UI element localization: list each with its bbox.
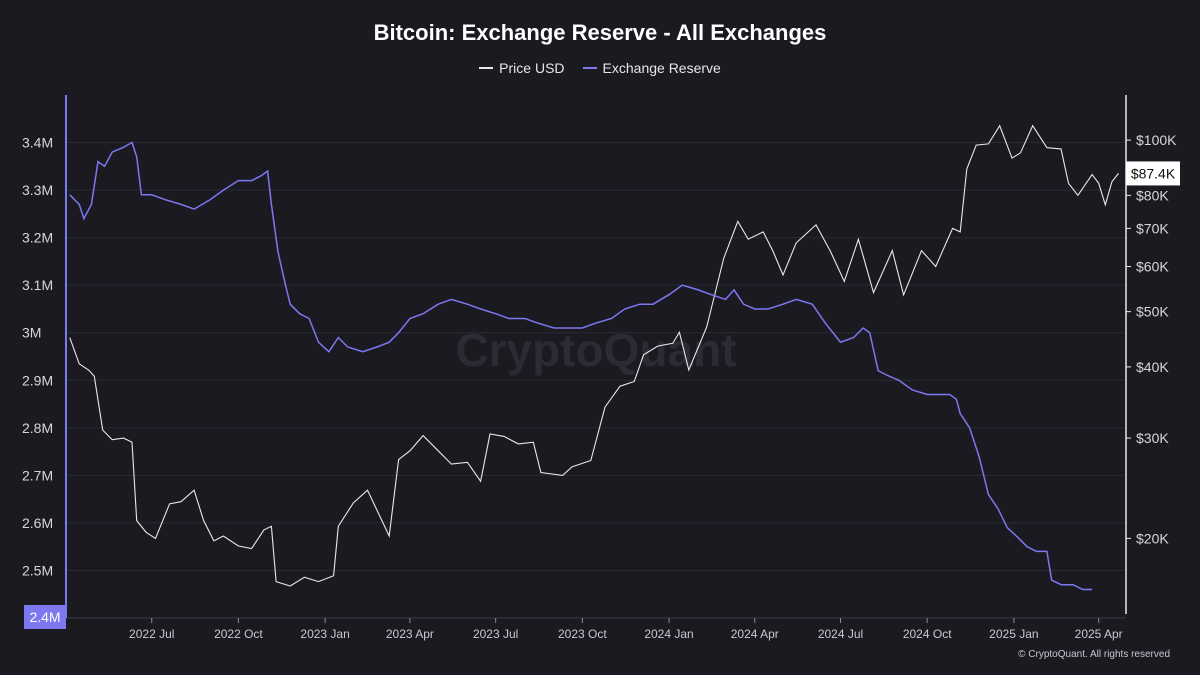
price-current-label: $87.4K — [1131, 165, 1176, 181]
price-current-badge — [1126, 161, 1180, 186]
y-right-tick-label: $20K — [1136, 530, 1169, 546]
y-left-tick-label: 2.5M — [22, 562, 53, 578]
reserve-current-label: 2.4M — [29, 609, 60, 625]
y-right-tick-label: $30K — [1136, 430, 1169, 446]
x-tick-label: 2025 Apr — [1075, 627, 1123, 641]
y-axis-left-labels: 3.4M 3.3M 3.2M 3.1M 3M 2.9M 2.8M 2.7M 2.6M 2.5M — [22, 135, 53, 579]
y-left-tick-label: 2.9M — [22, 372, 53, 388]
x-tick-label: 2025 Jan — [989, 627, 1038, 641]
x-axis-labels: 2022 Jul 2022 Oct 2023 Jan 2023 Apr 2023 Jul… — [129, 627, 1123, 641]
x-tick-label: 2023 Oct — [558, 627, 607, 641]
y-left-tick-label: 3M — [22, 325, 41, 341]
y-right-tick-label: $40K — [1136, 359, 1169, 375]
x-tick-label: 2023 Jul — [473, 627, 518, 641]
current-value-markers: 2.4M $87.4K — [24, 161, 1180, 629]
watermark: CryptoQuant — [455, 324, 736, 376]
legend-swatch-price — [479, 67, 494, 69]
legend-label-reserve: Exchange Reserve — [602, 60, 721, 76]
y-right-tick-label: $70K — [1136, 220, 1169, 236]
y-left-tick-label: 3.4M — [22, 135, 53, 151]
chart-title: Bitcoin: Exchange Reserve - All Exchange… — [373, 20, 827, 45]
y-left-tick-label: 3.3M — [22, 182, 53, 198]
reserve-current-badge — [24, 605, 66, 629]
legend-item-reserve[interactable]: Exchange Reserve — [582, 60, 721, 76]
y-axis-right-labels: $100K $80K $70K $60K $50K $40K $30K $20K — [1136, 132, 1177, 546]
x-tick-label: 2024 Oct — [903, 627, 952, 641]
price-usd-line[interactable] — [69, 124, 1119, 587]
legend-item-price[interactable]: Price USD — [479, 60, 565, 76]
x-tick-label: 2024 Apr — [731, 627, 779, 641]
y-left-tick-label: 2.7M — [22, 467, 53, 483]
y-right-tick-label: $50K — [1136, 304, 1169, 320]
y-left-tick-label: 2.6M — [22, 515, 53, 531]
x-tick-label: 2024 Jan — [644, 627, 693, 641]
x-tick-label: 2022 Jul — [129, 627, 174, 641]
x-tick-label: 2023 Apr — [386, 627, 434, 641]
exchange-reserve-line[interactable] — [69, 141, 1093, 591]
y-left-tick-label: 3.2M — [22, 230, 53, 246]
y-right-tick-label: $60K — [1136, 259, 1169, 275]
x-tick-label: 2023 Jan — [300, 627, 349, 641]
legend-label-price: Price USD — [499, 60, 565, 76]
copyright-notice: © CryptoQuant. All rights reserved — [1018, 649, 1170, 660]
x-tick-label: 2024 Jul — [818, 627, 863, 641]
x-tick-label: 2022 Oct — [214, 627, 263, 641]
gridlines — [66, 142, 1126, 571]
y-right-tick-label: $80K — [1136, 187, 1169, 203]
chart-legend: Price USD Exchange Reserve — [0, 60, 1200, 76]
legend-swatch-reserve — [582, 67, 597, 69]
y-left-tick-label: 3.1M — [22, 277, 53, 293]
y-left-tick-label: 2.8M — [22, 420, 53, 436]
y-right-tick-label: $100K — [1136, 132, 1177, 148]
